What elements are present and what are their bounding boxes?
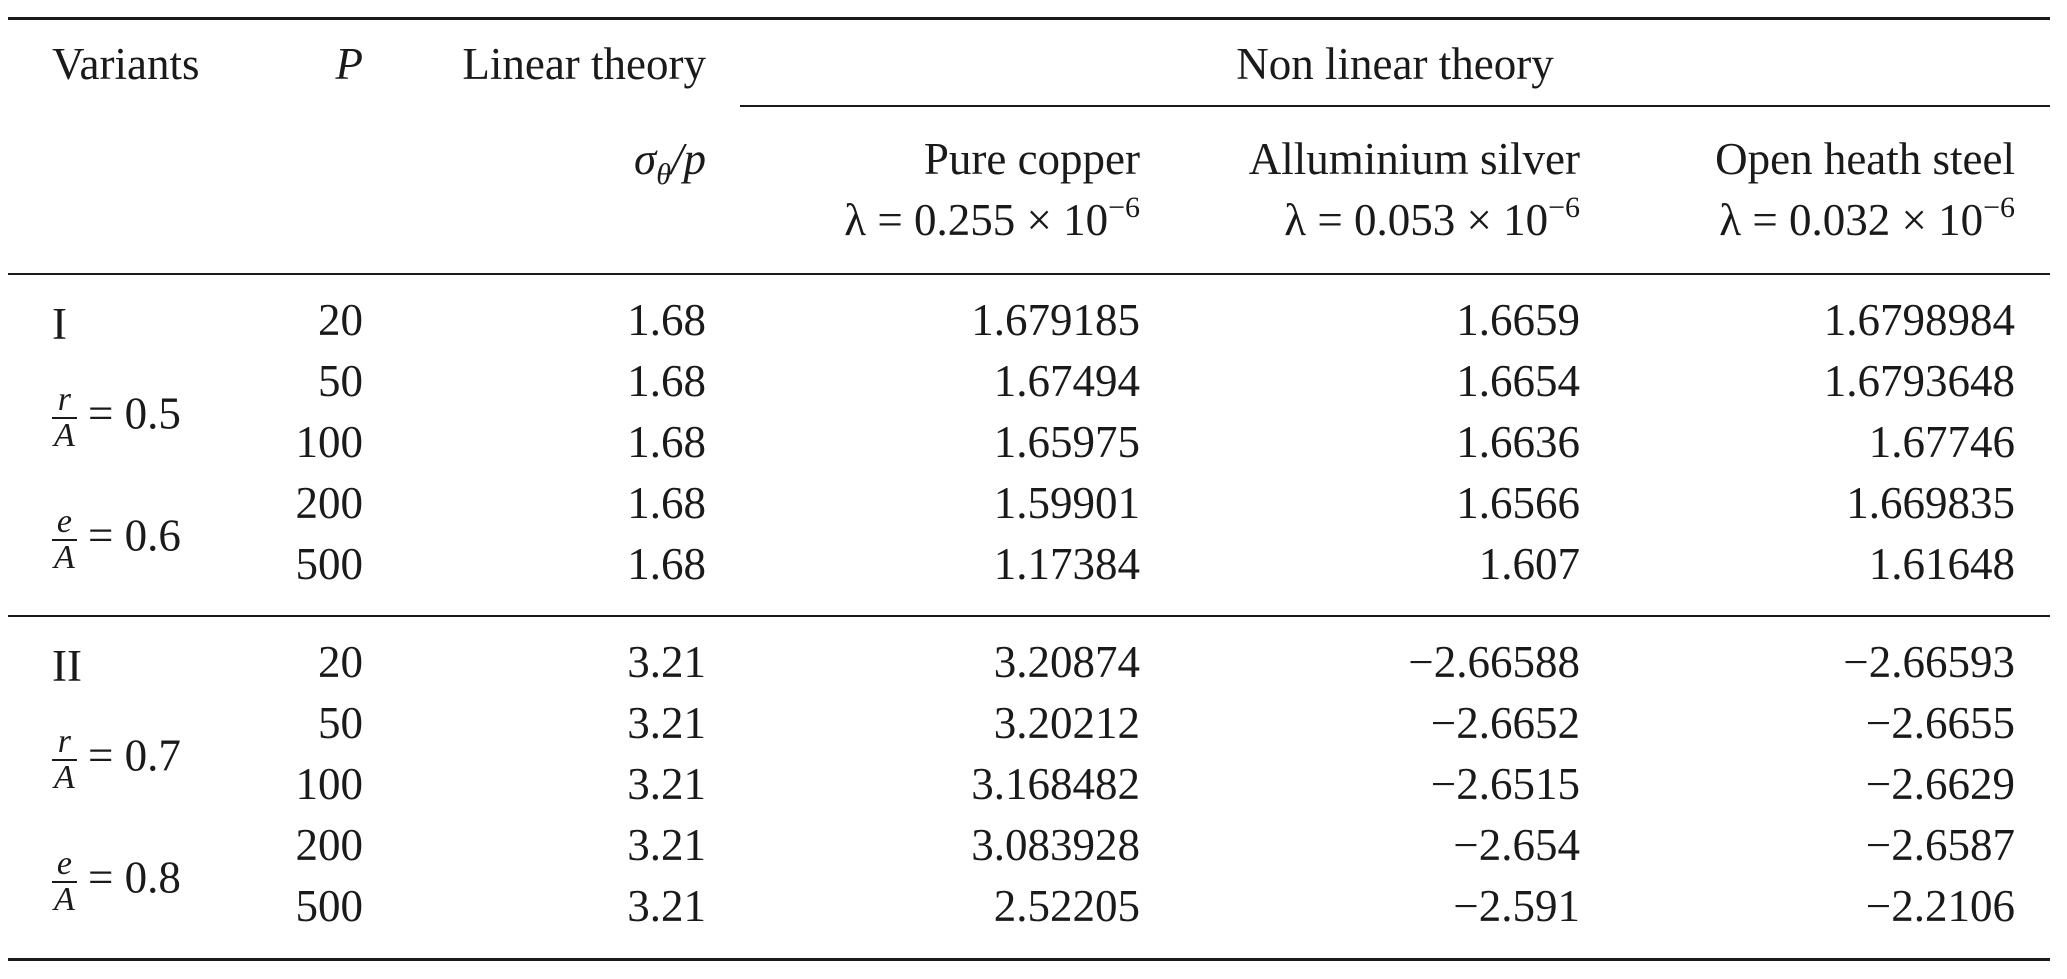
table-cell-silver: 1.6659 [1456, 295, 1580, 345]
table-cell-p: 500 [295, 881, 364, 931]
table-cell-silver: 1.6636 [1456, 417, 1580, 467]
header-p: P [335, 39, 364, 89]
group-separator-rule [8, 615, 2050, 617]
table-cell-p: 100 [295, 417, 364, 467]
table-cell-linear: 3.21 [627, 759, 706, 809]
table-cell-copper: 1.59901 [993, 478, 1140, 528]
table-cell-steel: 1.669835 [1846, 478, 2015, 528]
group-2-label: II [52, 641, 82, 691]
table-cell-p: 20 [318, 637, 363, 687]
lambda-silver-value: λ = 0.053 × 10 [1284, 195, 1549, 245]
table-cell-steel: 1.6798984 [1823, 295, 2015, 345]
lambda-copper-exponent: −6 [1108, 191, 1140, 224]
table-cell-steel: 1.61648 [1868, 539, 2015, 589]
table-cell-silver: −2.654 [1453, 820, 1580, 870]
table-cell-linear: 3.21 [627, 698, 706, 748]
table-cell-steel: −2.6629 [1865, 759, 2015, 809]
header-lambda-copper: λ = 0.255 × 10−6 [700, 193, 1140, 245]
table-cell-steel: −2.2106 [1865, 881, 2015, 931]
header-sigma-ratio: σθ/p [500, 134, 706, 190]
table-cell-silver: −2.591 [1453, 881, 1580, 931]
bottom-rule [8, 958, 2050, 961]
table-cell-p: 20 [318, 295, 363, 345]
table-cell-steel: −2.6655 [1865, 698, 2015, 748]
sigma-subscript: θ [656, 158, 671, 191]
table-cell-copper: 2.52205 [993, 881, 1140, 931]
table-cell-copper: 1.67494 [993, 356, 1140, 406]
table-cell-linear: 3.21 [627, 881, 706, 931]
table-cell-p: 200 [295, 820, 364, 870]
lambda-copper-value: λ = 0.255 × 10 [844, 195, 1109, 245]
top-rule [8, 17, 2050, 20]
table-cell-silver: −2.66588 [1408, 637, 1580, 687]
nonlinear-rule [740, 105, 2050, 107]
table-cell-p: 50 [318, 356, 363, 406]
table-cell-linear: 1.68 [627, 539, 706, 589]
table-cell-silver: −2.6515 [1430, 759, 1580, 809]
lambda-steel-exponent: −6 [1983, 191, 2015, 224]
table-cell-steel: 1.6793648 [1823, 356, 2015, 406]
table-cell-copper: 3.20874 [993, 637, 1140, 687]
table-cell-steel: −2.66593 [1843, 637, 2015, 687]
table-cell-silver: 1.6654 [1456, 356, 1580, 406]
table-cell-copper: 3.168482 [971, 759, 1140, 809]
table-cell-copper: 1.679185 [971, 295, 1140, 345]
table-cell-p: 100 [295, 759, 364, 809]
table-cell-linear: 3.21 [627, 820, 706, 870]
header-variants: Variants [52, 39, 200, 89]
table-cell-p: 500 [295, 539, 364, 589]
table-cell-silver: 1.607 [1478, 539, 1580, 589]
table-cell-p: 200 [295, 478, 364, 528]
group-1-label: I [52, 299, 67, 349]
table-cell-steel: −2.6587 [1865, 820, 2015, 870]
header-material-silver: Alluminium silver [1248, 134, 1580, 184]
table-cell-copper: 3.083928 [971, 820, 1140, 870]
header-lambda-silver: λ = 0.053 × 10−6 [1140, 193, 1580, 245]
table-cell-linear: 3.21 [627, 637, 706, 687]
header-rule [8, 273, 2050, 275]
table-cell-linear: 1.68 [627, 417, 706, 467]
table-cell-steel: 1.67746 [1868, 417, 2015, 467]
table-cell-p: 50 [318, 698, 363, 748]
table-cell-copper: 1.65975 [993, 417, 1140, 467]
header-nonlinear-theory: Non linear theory [1236, 39, 1554, 89]
lambda-silver-exponent: −6 [1548, 191, 1580, 224]
lambda-steel-value: λ = 0.032 × 10 [1719, 195, 1984, 245]
header-linear-theory: Linear theory [462, 39, 706, 89]
table-cell-linear: 1.68 [627, 478, 706, 528]
header-material-copper: Pure copper [923, 134, 1140, 184]
sigma-symbol: σ [634, 134, 657, 184]
table-cell-silver: 1.6566 [1456, 478, 1580, 528]
table-cell-silver: −2.6652 [1430, 698, 1580, 748]
header-material-steel: Open heath steel [1715, 134, 2015, 184]
sigma-rest: /p [670, 134, 706, 184]
table-cell-copper: 1.17384 [993, 539, 1140, 589]
table-cell-copper: 3.20212 [993, 698, 1140, 748]
table-cell-linear: 1.68 [627, 356, 706, 406]
header-lambda-steel: λ = 0.032 × 10−6 [1575, 193, 2015, 245]
table-cell-linear: 1.68 [627, 295, 706, 345]
